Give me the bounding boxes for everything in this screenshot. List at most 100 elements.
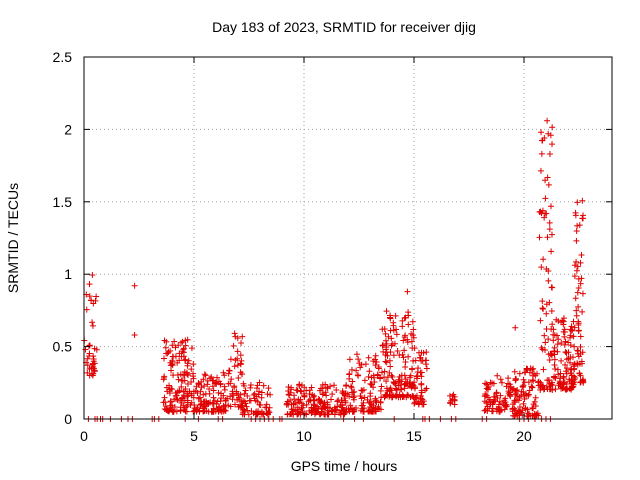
data-point: [315, 396, 322, 403]
data-point: [228, 376, 235, 383]
data-point: [89, 322, 96, 329]
data-point: [577, 259, 584, 266]
data-point: [202, 372, 209, 379]
data-point: [204, 377, 211, 384]
data-point: [303, 401, 310, 408]
data-point: [405, 353, 412, 360]
data-point: [351, 393, 358, 400]
data-point: [390, 379, 397, 386]
data-point: [539, 137, 546, 144]
x-tick-label: 10: [296, 428, 312, 444]
data-point: [380, 342, 387, 349]
data-point: [525, 391, 532, 398]
data-point: [322, 411, 329, 418]
data-point: [356, 360, 363, 367]
data-point: [311, 397, 318, 404]
data-point: [537, 167, 544, 174]
data-point: [408, 384, 415, 391]
data-point: [410, 334, 417, 341]
data-point: [578, 252, 585, 259]
data-point: [557, 383, 564, 390]
data-point: [264, 391, 271, 398]
x-tick-label: 0: [80, 428, 88, 444]
y-tick-label: 0.5: [53, 339, 73, 355]
y-tick-label: 1.5: [53, 194, 73, 210]
data-point: [190, 361, 197, 368]
data-point: [412, 357, 419, 364]
data-point: [415, 398, 422, 405]
data-point: [317, 400, 324, 407]
data-point: [365, 354, 372, 361]
data-point: [211, 380, 218, 387]
data-point: [571, 360, 578, 367]
data-point: [239, 333, 246, 340]
data-point: [567, 332, 574, 339]
data-point: [549, 379, 556, 386]
data-point: [168, 367, 175, 374]
data-point: [178, 353, 185, 360]
data-point: [374, 405, 381, 412]
data-point: [256, 379, 263, 386]
data-point: [90, 355, 97, 362]
data-point: [565, 339, 572, 346]
data-point: [411, 399, 418, 406]
data-point: [390, 319, 397, 326]
data-point: [299, 404, 306, 411]
data-point: [551, 356, 558, 363]
data-point: [558, 357, 565, 364]
data-point: [210, 394, 217, 401]
data-point: [563, 368, 570, 375]
data-point: [528, 383, 535, 390]
data-point: [361, 408, 368, 415]
data-point: [413, 394, 420, 401]
data-point: [410, 326, 417, 333]
data-point: [370, 384, 377, 391]
data-point: [518, 392, 525, 399]
data-point: [241, 390, 248, 397]
data-point: [391, 340, 398, 347]
data-point: [190, 375, 197, 382]
data-point: [574, 199, 581, 206]
data-point: [577, 333, 584, 340]
data-point: [408, 365, 415, 372]
data-point: [401, 381, 408, 388]
data-point: [178, 383, 185, 390]
data-point: [85, 342, 92, 349]
data-point: [86, 342, 93, 349]
data-point: [511, 368, 518, 375]
data-point: [242, 387, 249, 394]
data-point: [524, 366, 531, 373]
data-point: [195, 381, 202, 388]
data-point: [541, 332, 548, 339]
data-point: [512, 324, 519, 331]
data-point: [497, 376, 504, 383]
data-point: [568, 366, 575, 373]
data-point: [551, 332, 558, 339]
data-point: [532, 403, 539, 410]
data-point: [375, 365, 382, 372]
data-point: [255, 408, 262, 415]
data-point: [402, 363, 409, 370]
data-point: [184, 381, 191, 388]
data-point: [388, 342, 395, 349]
data-point: [173, 396, 179, 403]
x-tick-label: 20: [516, 428, 532, 444]
data-point: [377, 399, 384, 406]
data-point: [173, 408, 180, 415]
data-point: [172, 344, 179, 351]
data-point: [574, 289, 581, 296]
data-point: [93, 293, 100, 300]
data-point: [490, 380, 497, 387]
data-point: [568, 384, 575, 391]
data-point: [266, 404, 273, 411]
data-point: [399, 317, 406, 324]
data-point: [546, 219, 553, 226]
data-point: [497, 392, 504, 399]
data-point: [182, 408, 189, 415]
data-point: [383, 359, 390, 366]
data-point: [372, 395, 379, 402]
data-point: [523, 392, 530, 399]
data-point: [567, 342, 574, 349]
data-point: [188, 345, 195, 352]
data-point: [176, 350, 183, 357]
